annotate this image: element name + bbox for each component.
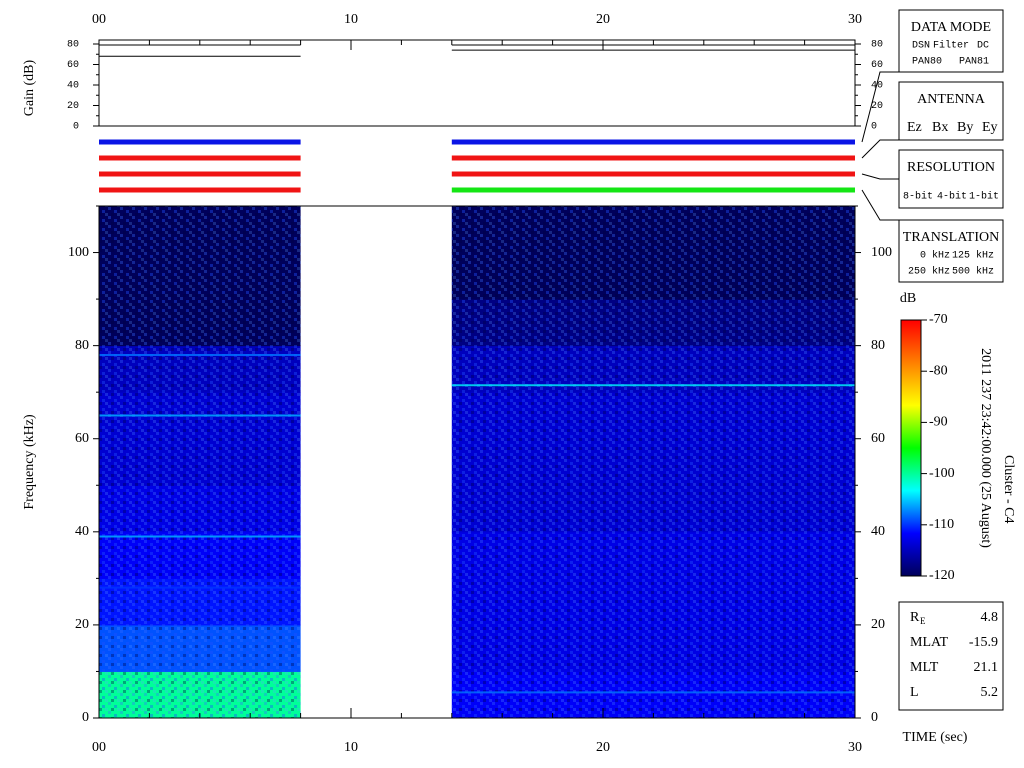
y-tick-label: 60: [75, 431, 89, 446]
orbit-label-sub: E: [920, 616, 926, 626]
x-axis-label: TIME (sec): [903, 730, 968, 745]
y-tick-label: 80: [871, 338, 885, 353]
orbit-label: MLT: [910, 660, 939, 675]
y-tick-label: 100: [871, 245, 892, 260]
noise-texture: [99, 206, 301, 718]
legend-box: [898, 219, 1004, 283]
spacecraft-label: Cluster - C4: [1001, 455, 1016, 523]
colorbar: [900, 319, 922, 577]
orbit-label: MLAT: [910, 635, 949, 650]
gain-frame: [98, 39, 856, 127]
x-tick-label: 20: [596, 12, 610, 27]
legend-box: [898, 149, 1004, 209]
legend-item: Ez: [907, 120, 922, 135]
legend-item: 1-bit: [969, 191, 999, 203]
x-tick-label: 30: [848, 12, 862, 27]
noise-texture: [451, 206, 855, 718]
legend-item: 4-bit: [937, 191, 967, 203]
legend-item: 500 kHz: [952, 266, 994, 278]
gain-tick-label: 0: [73, 122, 79, 133]
legend-box: [898, 81, 1004, 141]
colorbar-tick-label: -90: [929, 415, 948, 430]
colorbar-tick-label: -80: [929, 363, 948, 378]
mode-bar: [451, 155, 855, 161]
orbit-value: 21.1: [974, 660, 999, 675]
y-tick-label: 80: [75, 338, 89, 353]
legend-title: RESOLUTION: [907, 160, 995, 175]
connector: [861, 189, 899, 221]
orbit-value: 4.8: [981, 610, 999, 625]
legend-title: ANTENNA: [917, 92, 986, 107]
mode-bar: [99, 187, 301, 193]
y-tick-label: 40: [75, 524, 89, 539]
x-tick-label: 00: [92, 12, 106, 27]
connector: [861, 71, 899, 143]
x-tick-label: 10: [344, 740, 358, 755]
gain-tick-label: 20: [871, 101, 883, 112]
legend-item: 0 kHz: [920, 250, 950, 262]
legend-title: DATA MODE: [911, 20, 991, 35]
orbit-label: L: [910, 685, 919, 700]
y-tick-label: 0: [82, 710, 89, 725]
colorbar-tick-label: -110: [929, 517, 954, 532]
colorbar-tick-label: -100: [929, 466, 955, 481]
date-label: 2011 237 23:42:00.000 (25 August): [978, 348, 993, 548]
gain-tick-label: 40: [67, 81, 79, 92]
legend-item: 8-bit: [903, 191, 933, 203]
mode-bar: [451, 187, 855, 193]
y-tick-label: 20: [75, 617, 89, 632]
gain-tick-label: 40: [871, 81, 883, 92]
gain-tick-label: 0: [871, 122, 877, 133]
x-tick-label: 00: [92, 740, 106, 755]
connector: [861, 173, 899, 180]
legend-item: PAN81: [959, 57, 989, 68]
legend-item: DC: [977, 41, 989, 52]
y-tick-label: 0: [871, 710, 878, 725]
legend-item: 250 kHz: [908, 266, 950, 278]
legend-item: By: [957, 120, 973, 135]
gain-tick-label: 80: [871, 40, 883, 51]
gain-tick-label: 60: [871, 60, 883, 71]
legend-item: 125 kHz: [952, 250, 994, 262]
orbit-value: -15.9: [969, 635, 998, 650]
orbit-value: 5.2: [981, 685, 999, 700]
legend-item: DSN: [912, 41, 930, 52]
info-box: [898, 601, 1004, 711]
mode-bar: [99, 155, 301, 161]
legend-box: [898, 9, 1004, 73]
y-tick-label: 40: [871, 524, 885, 539]
x-tick-label: 10: [344, 12, 358, 27]
connector: [861, 139, 899, 159]
mode-bar: [99, 171, 301, 177]
legend-item: PAN80: [912, 57, 942, 68]
gain-tick-label: 20: [67, 101, 79, 112]
y-tick-label: 100: [68, 245, 89, 260]
legend-boxes: [861, 9, 1004, 711]
mode-bar: [451, 139, 855, 145]
y-axis-label: Frequency (kHz): [22, 414, 37, 510]
y-tick-label: 60: [871, 431, 885, 446]
gain-tick-label: 80: [67, 40, 79, 51]
legend-item: Ey: [982, 120, 998, 135]
plot-frame: [98, 205, 856, 719]
x-tick-label: 30: [848, 740, 862, 755]
mode-bar: [451, 171, 855, 177]
legend-item: Bx: [932, 120, 948, 135]
gain-axis-label: Gain (dB): [22, 59, 37, 116]
gain-tick-label: 60: [67, 60, 79, 71]
legend-title: TRANSLATION: [903, 230, 999, 245]
colorbar-tick-label: -70: [929, 312, 948, 327]
colorbar-tick-label: -120: [929, 568, 955, 583]
colorbar-label: dB: [900, 291, 916, 306]
mode-bar: [99, 139, 301, 145]
x-tick-label: 20: [596, 740, 610, 755]
orbit-label: R: [910, 610, 920, 625]
legend-item: Filter: [933, 40, 969, 52]
y-tick-label: 20: [871, 617, 885, 632]
